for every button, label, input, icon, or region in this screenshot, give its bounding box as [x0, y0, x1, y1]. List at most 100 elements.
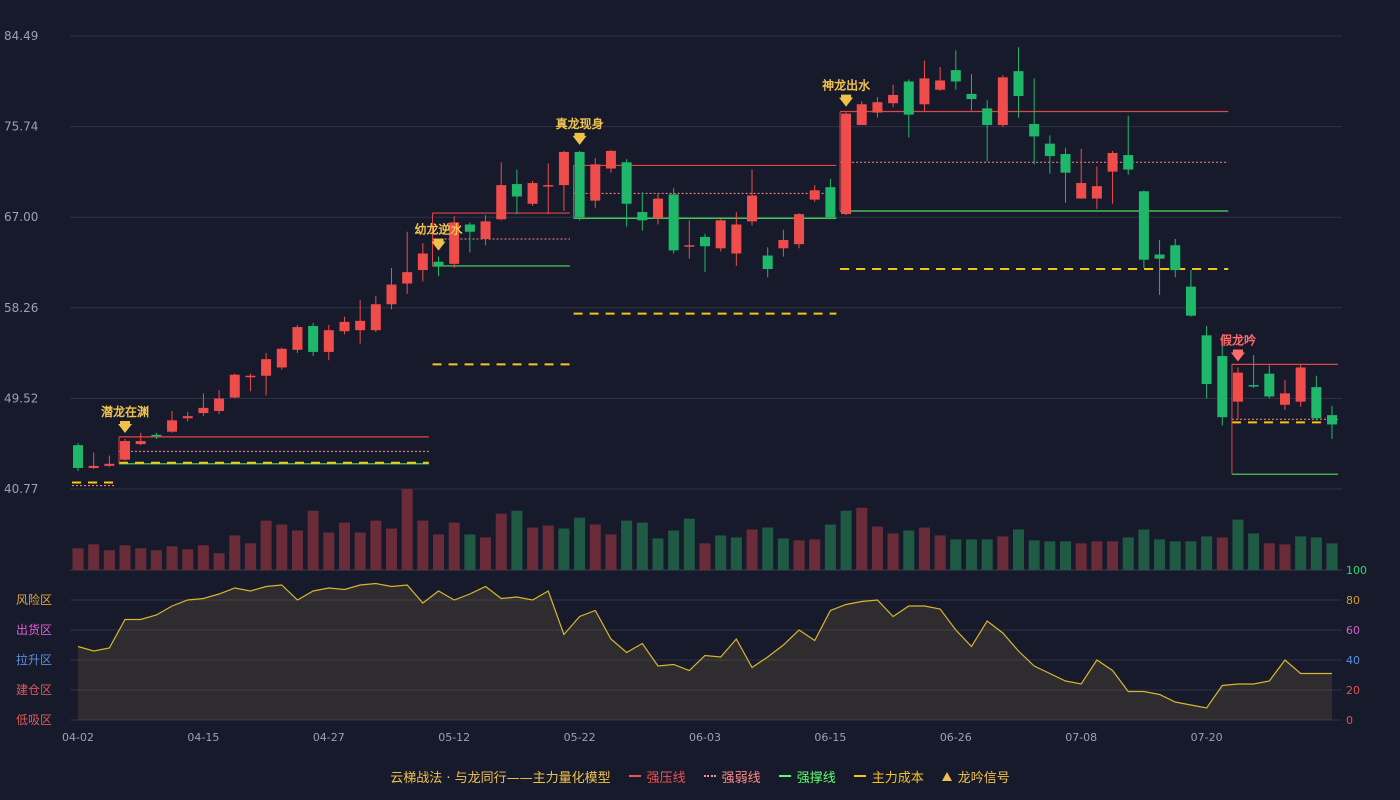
volume-bar — [88, 544, 100, 570]
dotted-line-icon — [703, 775, 716, 777]
sentiment-line — [77, 582, 1332, 709]
date-tick-label: 05-22 — [564, 731, 596, 744]
volume-bar — [1263, 543, 1275, 570]
volume-bar — [401, 489, 413, 570]
volume-bar — [777, 538, 789, 570]
volume-bar — [1185, 541, 1197, 570]
price-tick-label: 67.00 — [4, 210, 38, 224]
volume-bar — [1028, 540, 1040, 570]
signal-label: 真龙现身 — [556, 116, 604, 131]
volume-bar — [338, 522, 350, 570]
candle-body — [590, 164, 601, 201]
date-tick-label: 04-15 — [187, 731, 219, 744]
volume-bar — [1044, 541, 1056, 570]
candle-body — [652, 198, 663, 219]
volume-bar — [229, 535, 241, 570]
volume-bar — [558, 528, 570, 570]
candle-body — [1232, 372, 1243, 402]
legend-item-resistance[interactable]: 强压线 — [628, 767, 686, 786]
candle-body — [558, 151, 569, 186]
date-tick-label: 06-15 — [814, 731, 846, 744]
volume-bar — [871, 526, 883, 570]
volume-bar — [276, 524, 288, 570]
candlesticks[interactable] — [73, 47, 1337, 472]
signal-label: 潜龙在渊 — [101, 404, 149, 419]
candle-body — [668, 194, 679, 251]
volume-bar — [668, 530, 680, 570]
volume-bar — [197, 545, 209, 570]
candle-body — [464, 224, 475, 232]
price-axis: 84.49 75.74 67.00 58.26 49.52 40.77 — [4, 29, 38, 496]
sentiment-tick-label: 100 — [1346, 564, 1367, 577]
legend-item-signal[interactable]: 龙吟信号 — [941, 767, 1010, 786]
volume-bar — [1138, 529, 1150, 570]
candle-body — [417, 253, 428, 271]
candle-body — [872, 102, 883, 113]
candle-body — [684, 245, 695, 247]
date-tick-label: 06-03 — [689, 731, 721, 744]
volume-bar — [1075, 543, 1087, 570]
volume-bar — [370, 520, 382, 570]
signal-label: 幼龙逆水 — [415, 222, 464, 237]
candle-body — [700, 236, 710, 247]
candle-body — [935, 80, 946, 90]
candle-body — [339, 321, 350, 332]
candle-body — [402, 272, 413, 284]
legend-label: 主力成本 — [871, 770, 924, 786]
solid-line-icon — [628, 775, 641, 777]
volume-bar — [1248, 533, 1260, 570]
candle-body — [1185, 286, 1196, 316]
volume-bar — [1310, 537, 1322, 570]
date-tick-label: 04-02 — [62, 731, 94, 744]
legend-item-cost[interactable]: 主力成本 — [853, 767, 924, 786]
signal-label: 假龙吟 — [1220, 332, 1256, 347]
candle-body — [323, 330, 334, 352]
volume-bar — [1216, 537, 1228, 570]
candle-body — [1013, 71, 1024, 96]
volume-bar — [683, 518, 695, 570]
candle-body — [950, 70, 961, 82]
signal-arrow-icon — [572, 132, 587, 145]
volume-bars — [70, 489, 1342, 571]
volume-bar — [1013, 529, 1024, 570]
sentiment-tick-label: 80 — [1346, 594, 1360, 607]
candle-body — [370, 304, 381, 331]
signal-arrow-icon — [118, 420, 133, 433]
candle-body — [386, 284, 397, 305]
volume-bar — [918, 527, 930, 570]
volume-bar — [323, 532, 335, 570]
date-tick-label: 07-08 — [1065, 731, 1097, 744]
volume-bar — [715, 535, 727, 570]
legend-item-support[interactable]: 强撑线 — [778, 767, 836, 786]
candle-body — [715, 220, 726, 249]
volume-bar — [448, 522, 460, 570]
candle-body — [151, 434, 162, 437]
volume-bar — [589, 524, 601, 570]
candle-body — [276, 348, 287, 368]
price-tick-label: 58.26 — [4, 301, 38, 315]
candle-body — [449, 222, 460, 264]
volume-bar — [652, 538, 664, 570]
date-tick-label: 04-27 — [313, 731, 345, 744]
sentiment-zone-label: 出货区 — [16, 622, 52, 637]
candle-body — [1264, 373, 1275, 397]
legend-item-strength[interactable]: 强弱线 — [703, 767, 761, 786]
volume-bar — [135, 548, 147, 570]
volume-bar — [965, 539, 977, 570]
date-tick-label: 06-26 — [940, 731, 972, 744]
candle-body — [841, 113, 852, 215]
legend-label: 强弱线 — [721, 770, 761, 786]
candle-body — [214, 398, 225, 411]
candle-body — [778, 240, 789, 249]
candle-body — [120, 441, 131, 460]
volume-bar — [636, 522, 648, 570]
candle-body — [966, 93, 977, 100]
candle-body — [997, 77, 1008, 126]
candle-body — [982, 108, 993, 126]
candle-body — [229, 374, 240, 398]
volume-bar — [1232, 519, 1244, 570]
volume-bar — [103, 550, 115, 570]
candle-body — [198, 407, 209, 414]
